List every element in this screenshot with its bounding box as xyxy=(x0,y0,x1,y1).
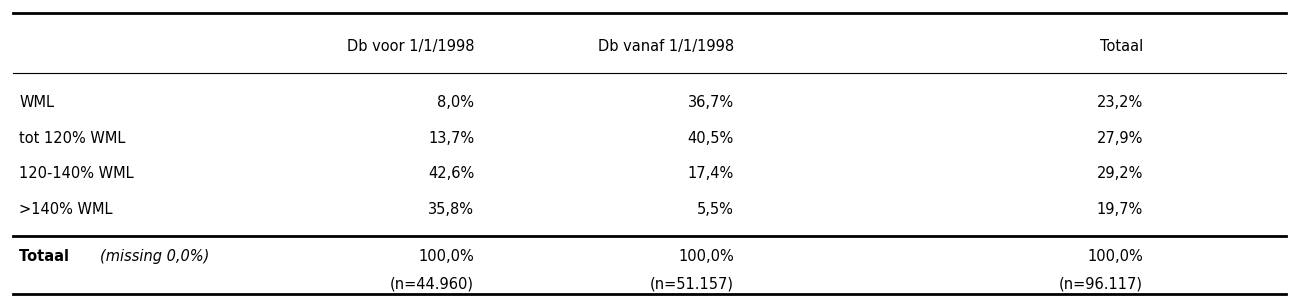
Text: 5,5%: 5,5% xyxy=(698,202,734,217)
Text: 17,4%: 17,4% xyxy=(687,166,734,181)
Text: 100,0%: 100,0% xyxy=(1087,249,1143,264)
Text: 13,7%: 13,7% xyxy=(427,131,474,146)
Text: 8,0%: 8,0% xyxy=(438,95,474,110)
Text: (n=96.117): (n=96.117) xyxy=(1059,276,1143,291)
Text: 35,8%: 35,8% xyxy=(429,202,474,217)
Text: 100,0%: 100,0% xyxy=(418,249,474,264)
Text: 19,7%: 19,7% xyxy=(1096,202,1143,217)
Text: (n=51.157): (n=51.157) xyxy=(650,276,734,291)
Text: tot 120% WML: tot 120% WML xyxy=(19,131,126,146)
Text: 42,6%: 42,6% xyxy=(427,166,474,181)
Text: >140% WML: >140% WML xyxy=(19,202,113,217)
Text: (n=44.960): (n=44.960) xyxy=(390,276,474,291)
Text: 100,0%: 100,0% xyxy=(678,249,734,264)
Text: 29,2%: 29,2% xyxy=(1096,166,1143,181)
Text: Totaal: Totaal xyxy=(1100,39,1143,53)
Text: Totaal: Totaal xyxy=(19,249,74,264)
Text: (missing 0,0%): (missing 0,0%) xyxy=(100,249,209,264)
Text: 27,9%: 27,9% xyxy=(1096,131,1143,146)
Text: Db voor 1/1/1998: Db voor 1/1/1998 xyxy=(347,39,474,53)
Text: 36,7%: 36,7% xyxy=(687,95,734,110)
Text: 40,5%: 40,5% xyxy=(687,131,734,146)
Text: Db vanaf 1/1/1998: Db vanaf 1/1/1998 xyxy=(598,39,734,53)
Text: 120-140% WML: 120-140% WML xyxy=(19,166,134,181)
Text: 23,2%: 23,2% xyxy=(1096,95,1143,110)
Text: WML: WML xyxy=(19,95,55,110)
